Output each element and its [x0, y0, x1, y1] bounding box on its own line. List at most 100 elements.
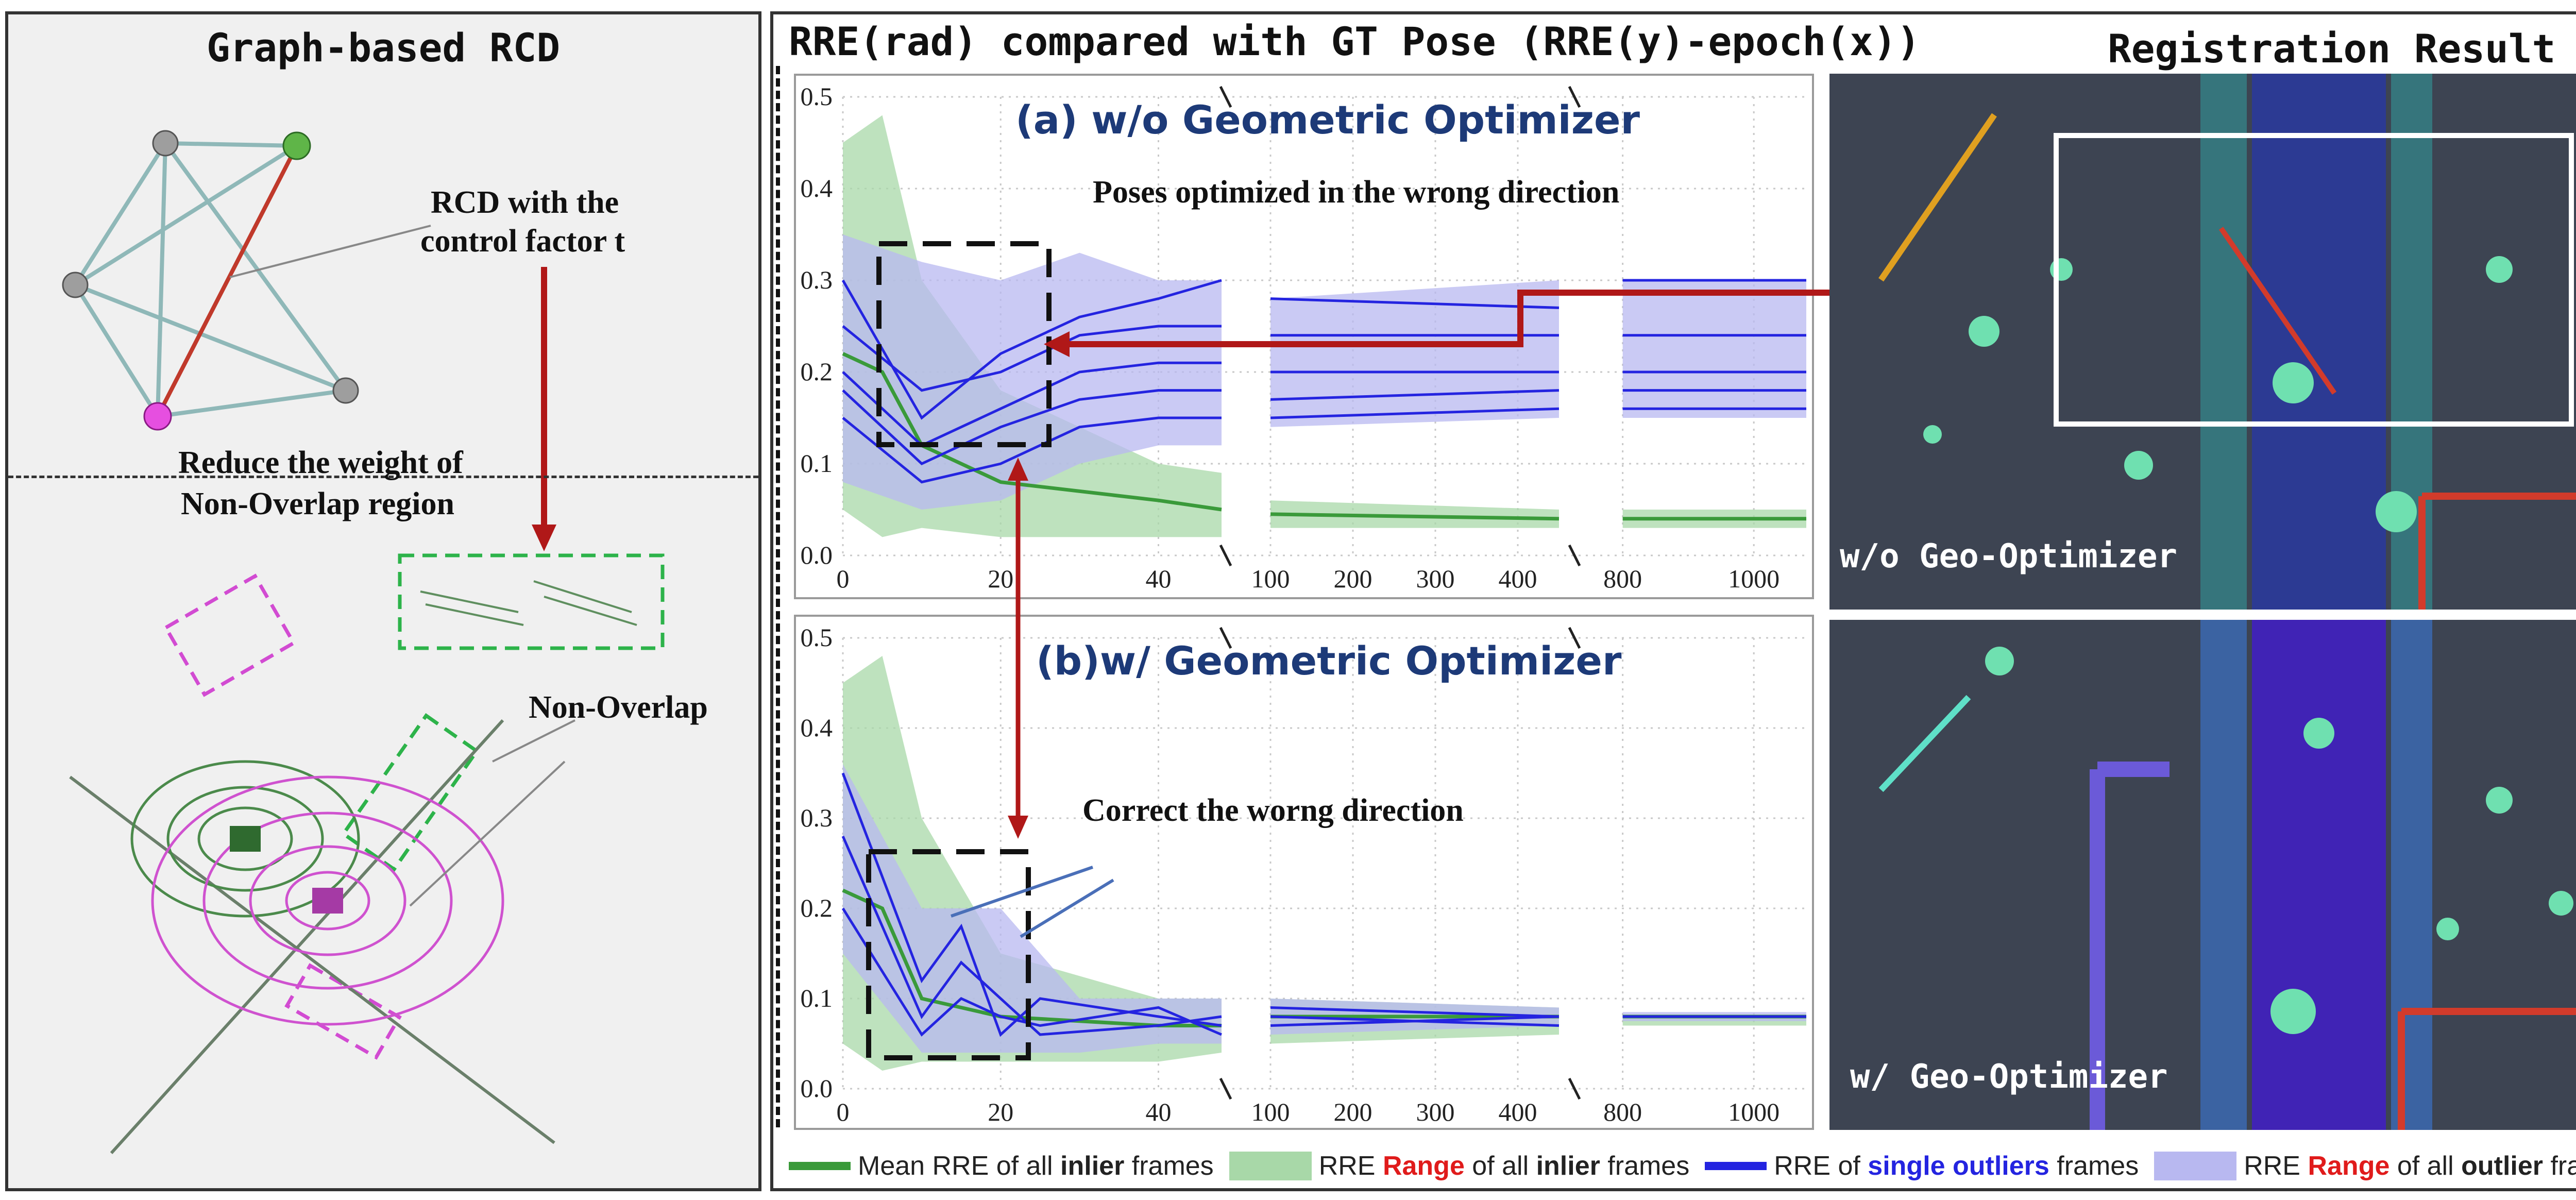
callout-line: [951, 866, 1093, 918]
y-tick-label: 0.1: [801, 984, 833, 1012]
outlier-range-band: [843, 234, 1222, 510]
x-tick-label: 300: [1416, 1097, 1455, 1126]
graph-edges: [73, 141, 348, 418]
left-panel: Graph-based RCD RCD with the control fac…: [5, 11, 761, 1191]
chart-b-title: (b)w/ Geometric Optimizer: [1036, 638, 1622, 684]
x-tick-label: 20: [988, 564, 1013, 593]
x-tick-label: 100: [1251, 564, 1290, 593]
axis-break-mark: [1568, 1077, 1581, 1100]
legend-entry: RRE of single outliers frames: [1705, 1151, 2139, 1181]
outlier-series-line: [1270, 407, 1560, 419]
red-down-arrow: [532, 267, 556, 551]
axis-break-mark: [1219, 544, 1232, 567]
annotation-correct-direction: Correct the worng direction: [1082, 793, 1464, 828]
callout-line: [1020, 878, 1114, 938]
left-panel-title: Graph-based RCD: [206, 25, 561, 71]
vertical-dashed-separator: [776, 66, 780, 1127]
y-tick-label: 0.5: [801, 623, 833, 652]
chart-a-title: (a) w/o Geometric Optimizer: [1015, 97, 1640, 143]
registration-title: Registration Result: [2108, 26, 2556, 72]
axis-break-mark: [1568, 627, 1581, 649]
x-tick-label: 400: [1499, 1097, 1537, 1126]
axis-break-mark: [1219, 1077, 1232, 1100]
legend-entry: RRE Range of all inlier frames: [1229, 1151, 1690, 1181]
graph-node: [62, 272, 89, 298]
y-tick-label: 0.0: [801, 1074, 833, 1103]
registration-image-without-optimizer: w/o Geo-Optimizer: [1829, 74, 2576, 610]
y-tick-label: 0.4: [801, 713, 833, 742]
scan-without-optimizer: [1878, 74, 2576, 610]
outlier-series-line: [841, 907, 1222, 1037]
outlier-series-line: [842, 325, 1222, 392]
outlier-series-line: [841, 835, 1222, 1036]
non-overlap-box-magenta: [163, 573, 296, 697]
x-tick-label: 20: [988, 1097, 1013, 1126]
legend-entry: Mean RRE of all inlier frames: [789, 1151, 1214, 1181]
outlier-range-band: [1270, 280, 1559, 427]
y-tick-label: 0.3: [801, 803, 833, 832]
main-panel: RRE(rad) compared with GT Pose (RRE(y)-e…: [770, 11, 2576, 1191]
graph-node-green: [282, 131, 311, 160]
legend-label: RRE Range of all inlier frames: [1318, 1151, 1690, 1181]
red-arrowhead: [1044, 331, 1070, 357]
x-tick-label: 0: [837, 564, 850, 593]
y-tick-label: 0.2: [801, 357, 833, 386]
legend: Mean RRE of all inlier frames RRE Range o…: [789, 1145, 2576, 1187]
inlier-mean-line: [842, 352, 1222, 512]
outlier-range-band: [1622, 280, 1806, 418]
legend-label: RRE Range of all outlier frames: [2244, 1151, 2576, 1181]
x-tick-label: 800: [1603, 1097, 1642, 1126]
x-tick-label: 1000: [1728, 1097, 1780, 1126]
x-tick-label: 300: [1416, 564, 1455, 593]
pointer-line: [229, 225, 431, 278]
x-tick-label: 200: [1334, 564, 1372, 593]
reg-label-without-optimizer: w/o Geo-Optimizer: [1840, 537, 2178, 576]
rcd-label-line1: RCD with the: [431, 185, 619, 220]
legend-line-swatch: [1705, 1162, 1767, 1170]
red-arrowhead: [1008, 816, 1028, 839]
scan-with-optimizer: [1878, 620, 2576, 1130]
outlier-series-line: [1270, 389, 1560, 401]
y-tick-label: 0.3: [801, 265, 833, 294]
outlier-series-line: [842, 361, 1222, 447]
red-arrowhead: [1008, 458, 1028, 481]
main-title: RRE(rad) compared with GT Pose (RRE(y)-e…: [789, 19, 1921, 64]
x-tick-label: 100: [1251, 1097, 1290, 1126]
outlier-series-line: [842, 416, 1222, 484]
point-cloud-scene: [69, 553, 665, 1155]
outlier-series-line: [1270, 1006, 1560, 1018]
graph-node-magenta: [143, 402, 172, 431]
axis-break-mark: [1568, 86, 1581, 108]
x-tick-label: 40: [1146, 564, 1172, 593]
axis-break-mark: [1219, 86, 1232, 108]
axis-break-mark: [1568, 544, 1581, 567]
outlier-series-line: [842, 389, 1222, 465]
legend-fill-swatch: [2154, 1152, 2237, 1180]
focus-box-bottom: [866, 849, 1031, 1060]
y-tick-label: 0.4: [801, 174, 833, 202]
graph-node: [152, 130, 179, 157]
y-tick-label: 0.1: [801, 449, 833, 478]
x-tick-label: 40: [1146, 1097, 1172, 1126]
legend-label: RRE of single outliers frames: [1774, 1151, 2139, 1181]
outlier-series-line: [841, 772, 1222, 1037]
inlier-range-band: [1270, 500, 1559, 528]
reduce-weight-label-line1: Reduce the weight of: [178, 445, 463, 480]
reduce-weight-label-line2: Non-Overlap region: [181, 486, 454, 521]
outlier-series-line: [841, 279, 1222, 420]
outlier-series-line: [1270, 297, 1560, 309]
inlier-mean-line: [1270, 512, 1560, 521]
x-tick-label: 1000: [1728, 564, 1780, 593]
region-highlight-box: [2054, 133, 2574, 427]
graph-node: [332, 377, 359, 404]
x-tick-label: 0: [837, 1097, 850, 1126]
annotation-wrong-direction: Poses optimized in the wrong direction: [1093, 175, 1620, 210]
x-tick-label: 400: [1499, 564, 1537, 593]
x-tick-label: 800: [1603, 564, 1642, 593]
legend-label: Mean RRE of all inlier frames: [858, 1151, 1214, 1181]
outlier-series-line: [1270, 1015, 1560, 1027]
y-tick-label: 0.0: [801, 540, 833, 569]
red-arrow-path: [1062, 290, 1829, 347]
reg-label-with-optimizer: w/ Geo-Optimizer: [1850, 1058, 2168, 1096]
rcd-label-line2: control factor t: [420, 224, 625, 259]
